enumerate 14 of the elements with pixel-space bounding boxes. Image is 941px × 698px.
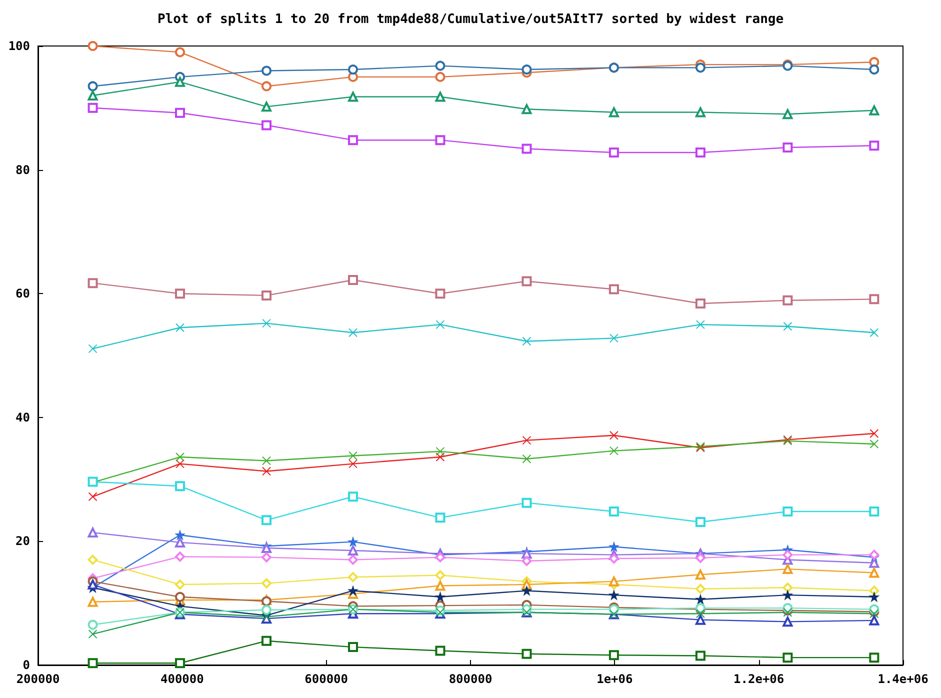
x-tick-label: 400000 [160, 672, 204, 686]
y-tick-label: 60 [16, 286, 30, 301]
x-tick-label: 200000 [16, 672, 60, 686]
y-tick-label: 0 [22, 658, 30, 672]
y-tick-label: 20 [16, 534, 30, 548]
x-tick-label: 1.4e+06 [878, 672, 928, 686]
x-tick-label: 1.2e+06 [734, 672, 784, 686]
chart-title: Plot of splits 1 to 20 from tmp4de88/Cumulative/out5AItT7 sorted by widest range [157, 12, 784, 27]
x-tick-label: 800000 [448, 672, 492, 686]
y-tick-label: 100 [8, 39, 30, 53]
y-tick-label: 40 [16, 410, 30, 424]
x-tick-label: 600000 [304, 672, 348, 686]
y-tick-label: 80 [16, 162, 30, 177]
x-tick-label: 1e+06 [596, 672, 633, 686]
